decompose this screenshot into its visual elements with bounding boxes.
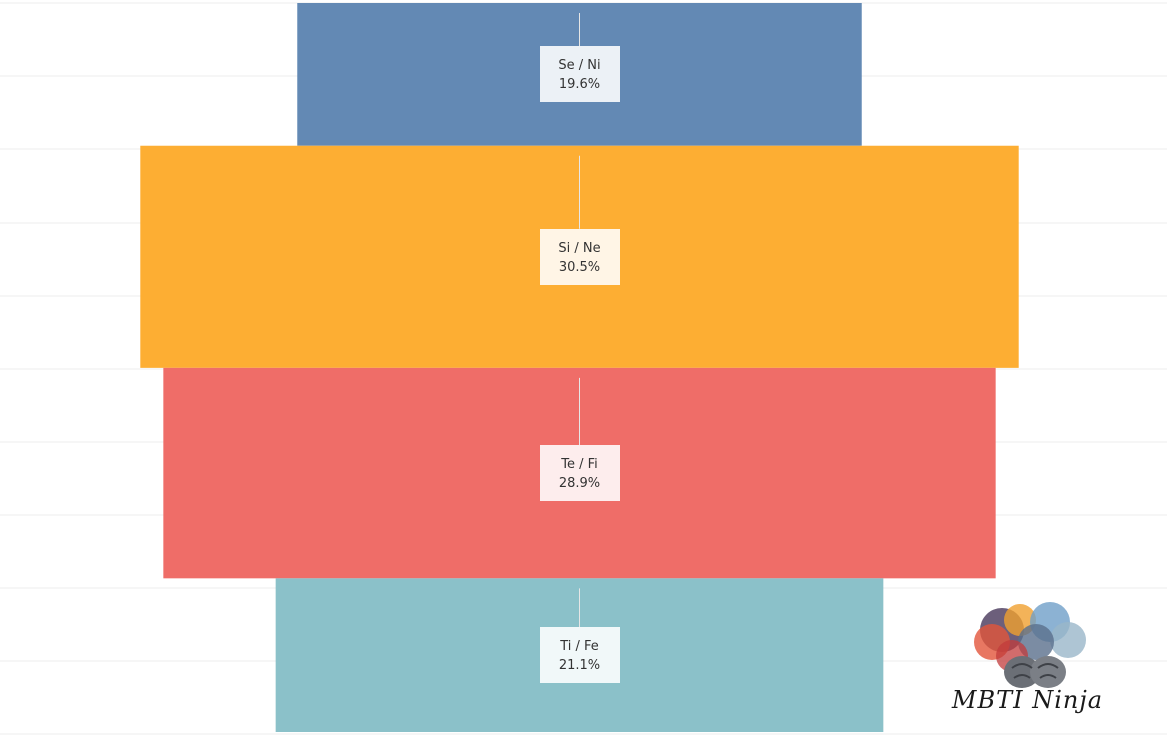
value-label: 19.6% (558, 77, 601, 93)
mark-label: Si / Ne 30.5% (539, 228, 620, 285)
category-label: Se / Ni (558, 58, 601, 74)
mark-label: Se / Ni 19.6% (539, 46, 620, 103)
mark-label: Te / Fi 28.9% (539, 445, 620, 502)
category-label: Te / Fi (561, 457, 598, 473)
mark-label: Ti / Fe 21.1% (539, 627, 620, 684)
brain-smoke-icon (974, 602, 1086, 688)
value-label: 30.5% (558, 259, 601, 275)
value-label: 21.1% (558, 658, 601, 674)
mbti-ninja-logo: MBTI Ninja (940, 590, 1115, 730)
category-label: Ti / Fe (560, 639, 599, 655)
logo-text: MBTI Ninja (951, 686, 1104, 714)
value-label: 28.9% (558, 476, 601, 492)
category-label: Si / Ne (558, 240, 601, 256)
